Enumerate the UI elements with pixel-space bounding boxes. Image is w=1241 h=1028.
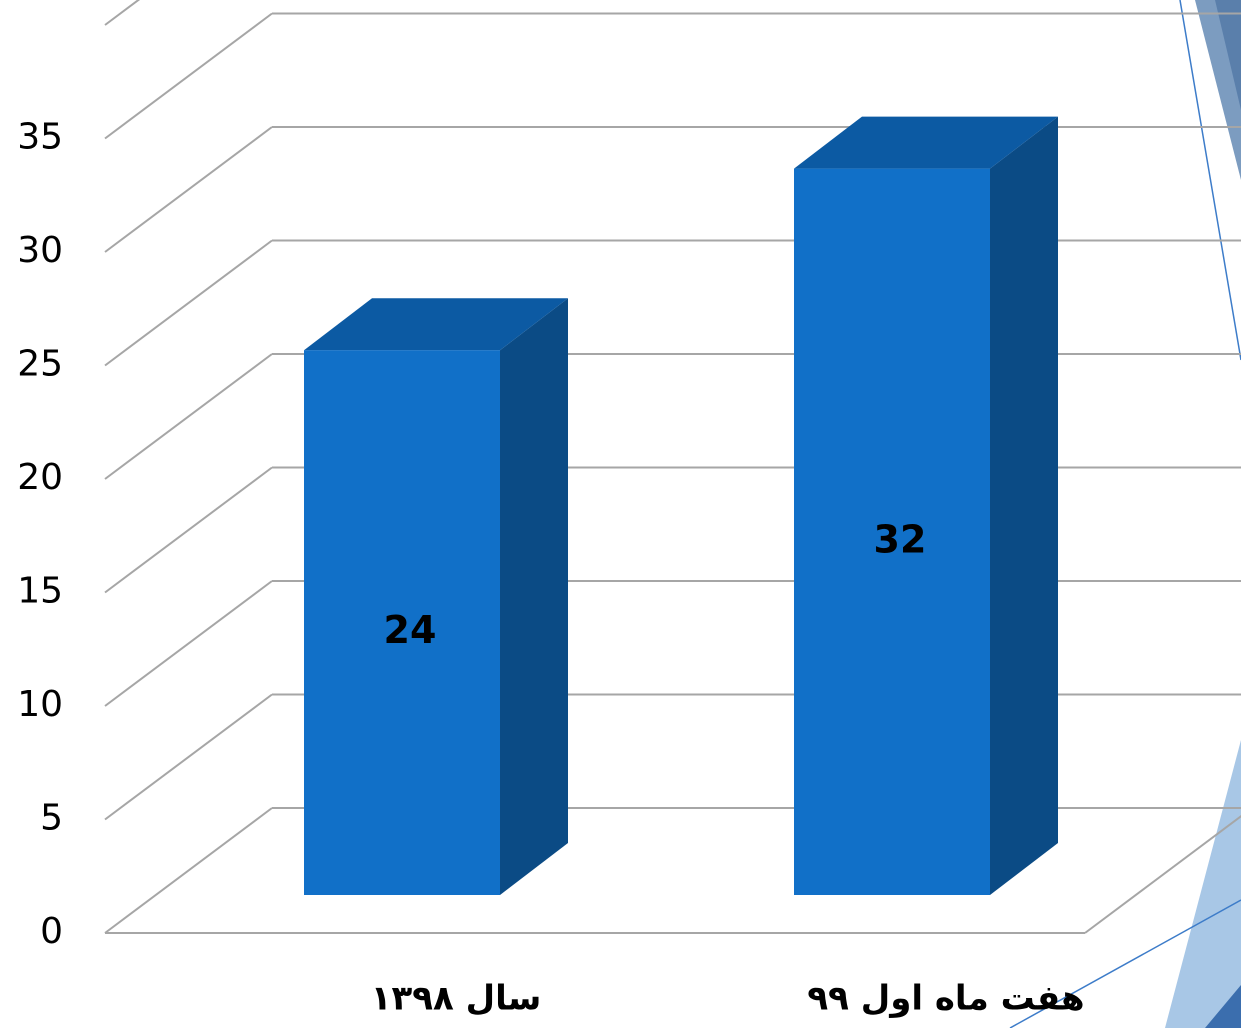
y-tick-label: 5 xyxy=(40,798,63,839)
bar-front xyxy=(794,168,990,896)
grid-line xyxy=(104,580,273,707)
grid-line xyxy=(104,807,273,934)
decor-line xyxy=(1009,899,1241,1028)
floor-edge xyxy=(1084,814,1241,934)
bar-top xyxy=(304,298,568,351)
bar-side xyxy=(990,116,1058,896)
decor-triangle xyxy=(1205,985,1241,1028)
value-label: 32 xyxy=(874,517,927,561)
bar-front xyxy=(304,350,500,895)
grid-line xyxy=(104,693,273,821)
y-tick-label: 15 xyxy=(17,571,63,612)
plot-area: 0 5 10 15 20 25 30 35 24 سال ۱۳۹۸ 32 هفت ماه اول ۹۹ xyxy=(17,0,1241,1019)
x-tick-label: سال ۱۳۹۸ xyxy=(371,979,542,1019)
grid-line xyxy=(104,0,141,26)
bar xyxy=(794,116,1058,896)
x-tick-label: هفت ماه اول ۹۹ xyxy=(807,979,1084,1019)
bar-top xyxy=(794,116,1058,169)
decor-line xyxy=(1179,0,1241,361)
y-tick-label: 30 xyxy=(17,230,63,271)
grid-line xyxy=(104,353,273,480)
decor-triangle xyxy=(1165,740,1241,1028)
bar-side xyxy=(500,298,568,895)
grid-line xyxy=(104,239,273,367)
grid-line xyxy=(104,466,273,594)
decor-triangle xyxy=(1215,0,1241,110)
y-tick-label: 10 xyxy=(17,684,63,725)
bar xyxy=(304,298,568,895)
y-tick-label: 0 xyxy=(40,911,63,952)
y-tick-label: 25 xyxy=(17,344,63,385)
y-tick-label: 20 xyxy=(17,457,63,498)
grid-line xyxy=(104,12,273,140)
grid-line xyxy=(104,126,273,253)
y-tick-label: 35 xyxy=(17,117,63,158)
value-label: 24 xyxy=(384,608,437,652)
slide-decoration xyxy=(1009,0,1241,1028)
